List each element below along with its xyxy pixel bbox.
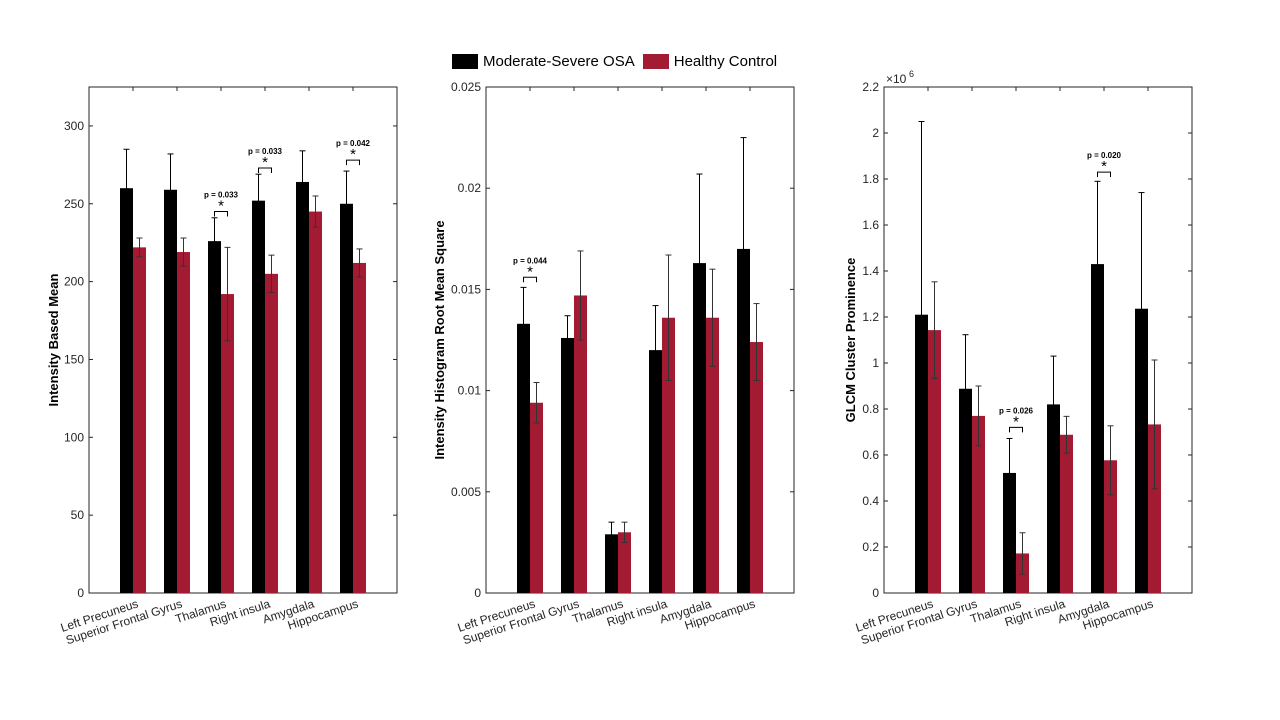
bar-control (618, 532, 631, 593)
bar-control (1148, 424, 1161, 593)
p-value-label: p = 0.020 (1087, 151, 1122, 160)
bar-osa (959, 388, 972, 593)
bar-control (353, 262, 366, 593)
bar-osa (649, 350, 662, 593)
axes-box (485, 86, 795, 594)
y-tick-label: 1.4 (862, 264, 879, 278)
y-tick-label: 0.2 (862, 540, 879, 554)
significance-star: * (1013, 413, 1019, 430)
significance-bracket (1009, 426, 1023, 433)
bar-control (972, 415, 985, 593)
significance-bracket (523, 276, 537, 283)
significance-bracket (346, 159, 360, 166)
y-tick-label: 0 (872, 586, 879, 600)
bar-control (1060, 434, 1073, 593)
y-tick-label: 1.2 (862, 310, 879, 324)
p-value-label: p = 0.042 (336, 139, 371, 148)
significance-star: * (1101, 158, 1107, 175)
y-tick-label: 0.02 (458, 181, 482, 195)
y-axis-label: Intensity Histogram Root Mean Square (432, 220, 447, 459)
legend-item-control: Healthy Control (642, 52, 778, 70)
legend-label-control: Healthy Control (673, 52, 778, 70)
significance-bracket (258, 167, 272, 173)
axes-box (88, 86, 398, 594)
significance-star: * (218, 198, 224, 215)
bar-control (928, 330, 941, 593)
significance-star: * (262, 154, 268, 171)
y-exponent-power: 6 (909, 69, 914, 79)
p-value-label: p = 0.044 (513, 256, 548, 265)
bar-osa (1091, 264, 1104, 593)
significance-star: * (350, 146, 356, 163)
y-tick-label: 1.8 (862, 172, 879, 186)
legend-label-osa: Moderate-Severe OSA (483, 52, 635, 70)
significance-bracket (214, 211, 228, 217)
chart-panel-3: 0 0.2 0.4 0.6 0.8 1 1.2 1.4 1.6 1.8 2 2.2 ×10 6 GLCM C… (843, 69, 1193, 647)
y-tick-label: 0.6 (862, 448, 879, 462)
y-tick-label: 200 (64, 275, 84, 289)
y-tick-label: 0.01 (458, 384, 482, 398)
bar-control (221, 294, 234, 593)
bar-osa (605, 534, 618, 593)
bar-osa (517, 323, 530, 593)
y-exponent-label: ×10 (886, 72, 907, 86)
y-axis-label: Intensity Based Mean (46, 273, 61, 406)
y-tick-label: 2 (872, 126, 879, 140)
y-tick-label: 0.025 (451, 80, 481, 94)
bar-osa (561, 337, 574, 593)
legend-item-osa: Moderate-Severe OSA (452, 53, 635, 70)
bar-osa (693, 263, 706, 593)
p-value-label: p = 0.033 (204, 191, 239, 200)
y-tick-label: 0.8 (862, 402, 879, 416)
bar-osa (208, 241, 221, 594)
y-tick-label: 0.015 (451, 282, 481, 296)
bar-control (574, 295, 587, 593)
y-tick-label: 0 (474, 586, 481, 600)
bar-control (133, 247, 146, 593)
bar-control (1104, 460, 1117, 593)
y-tick-label: 50 (71, 508, 85, 522)
y-tick-label: 0.4 (862, 494, 879, 508)
bar-osa (1135, 308, 1148, 593)
bar-osa (1003, 472, 1016, 593)
p-value-label: p = 0.026 (999, 406, 1034, 415)
y-tick-label: 1 (872, 356, 879, 370)
bar-osa (1047, 404, 1060, 593)
bar-control (706, 317, 719, 593)
y-tick-label: 2.2 (862, 80, 879, 94)
bar-control (530, 402, 543, 593)
bar-control (750, 342, 763, 593)
bar-control (662, 317, 675, 593)
chart-panel-2: 0 0.005 0.01 0.015 0.02 0.025 Intensity Histog… (432, 80, 795, 647)
legend-swatch-control (642, 53, 669, 69)
bar-osa (252, 200, 265, 593)
legend-swatch-osa (452, 53, 478, 69)
y-tick-label: 300 (64, 119, 84, 133)
y-tick-label: 150 (64, 352, 84, 366)
y-tick-label: 1.6 (862, 218, 879, 232)
p-value-label: p = 0.033 (248, 147, 283, 156)
significance-star: * (527, 263, 533, 280)
bar-osa (737, 248, 750, 594)
axes-box (883, 86, 1193, 594)
bar-osa (120, 188, 133, 593)
bar-control (309, 211, 322, 594)
significance-bracket (1097, 171, 1111, 178)
bar-control (265, 273, 278, 593)
bar-osa (340, 203, 353, 593)
y-tick-label: 100 (64, 430, 84, 444)
y-tick-label: 0 (77, 586, 84, 600)
y-tick-label: 0.005 (451, 485, 481, 499)
y-tick-label: 250 (64, 197, 84, 211)
bar-osa (296, 181, 309, 594)
bar-osa (164, 189, 177, 593)
bar-control (177, 252, 190, 593)
legend: Moderate-Severe OSA Healthy Control (452, 50, 777, 72)
y-axis-label: GLCM Cluster Prominence (843, 258, 858, 423)
